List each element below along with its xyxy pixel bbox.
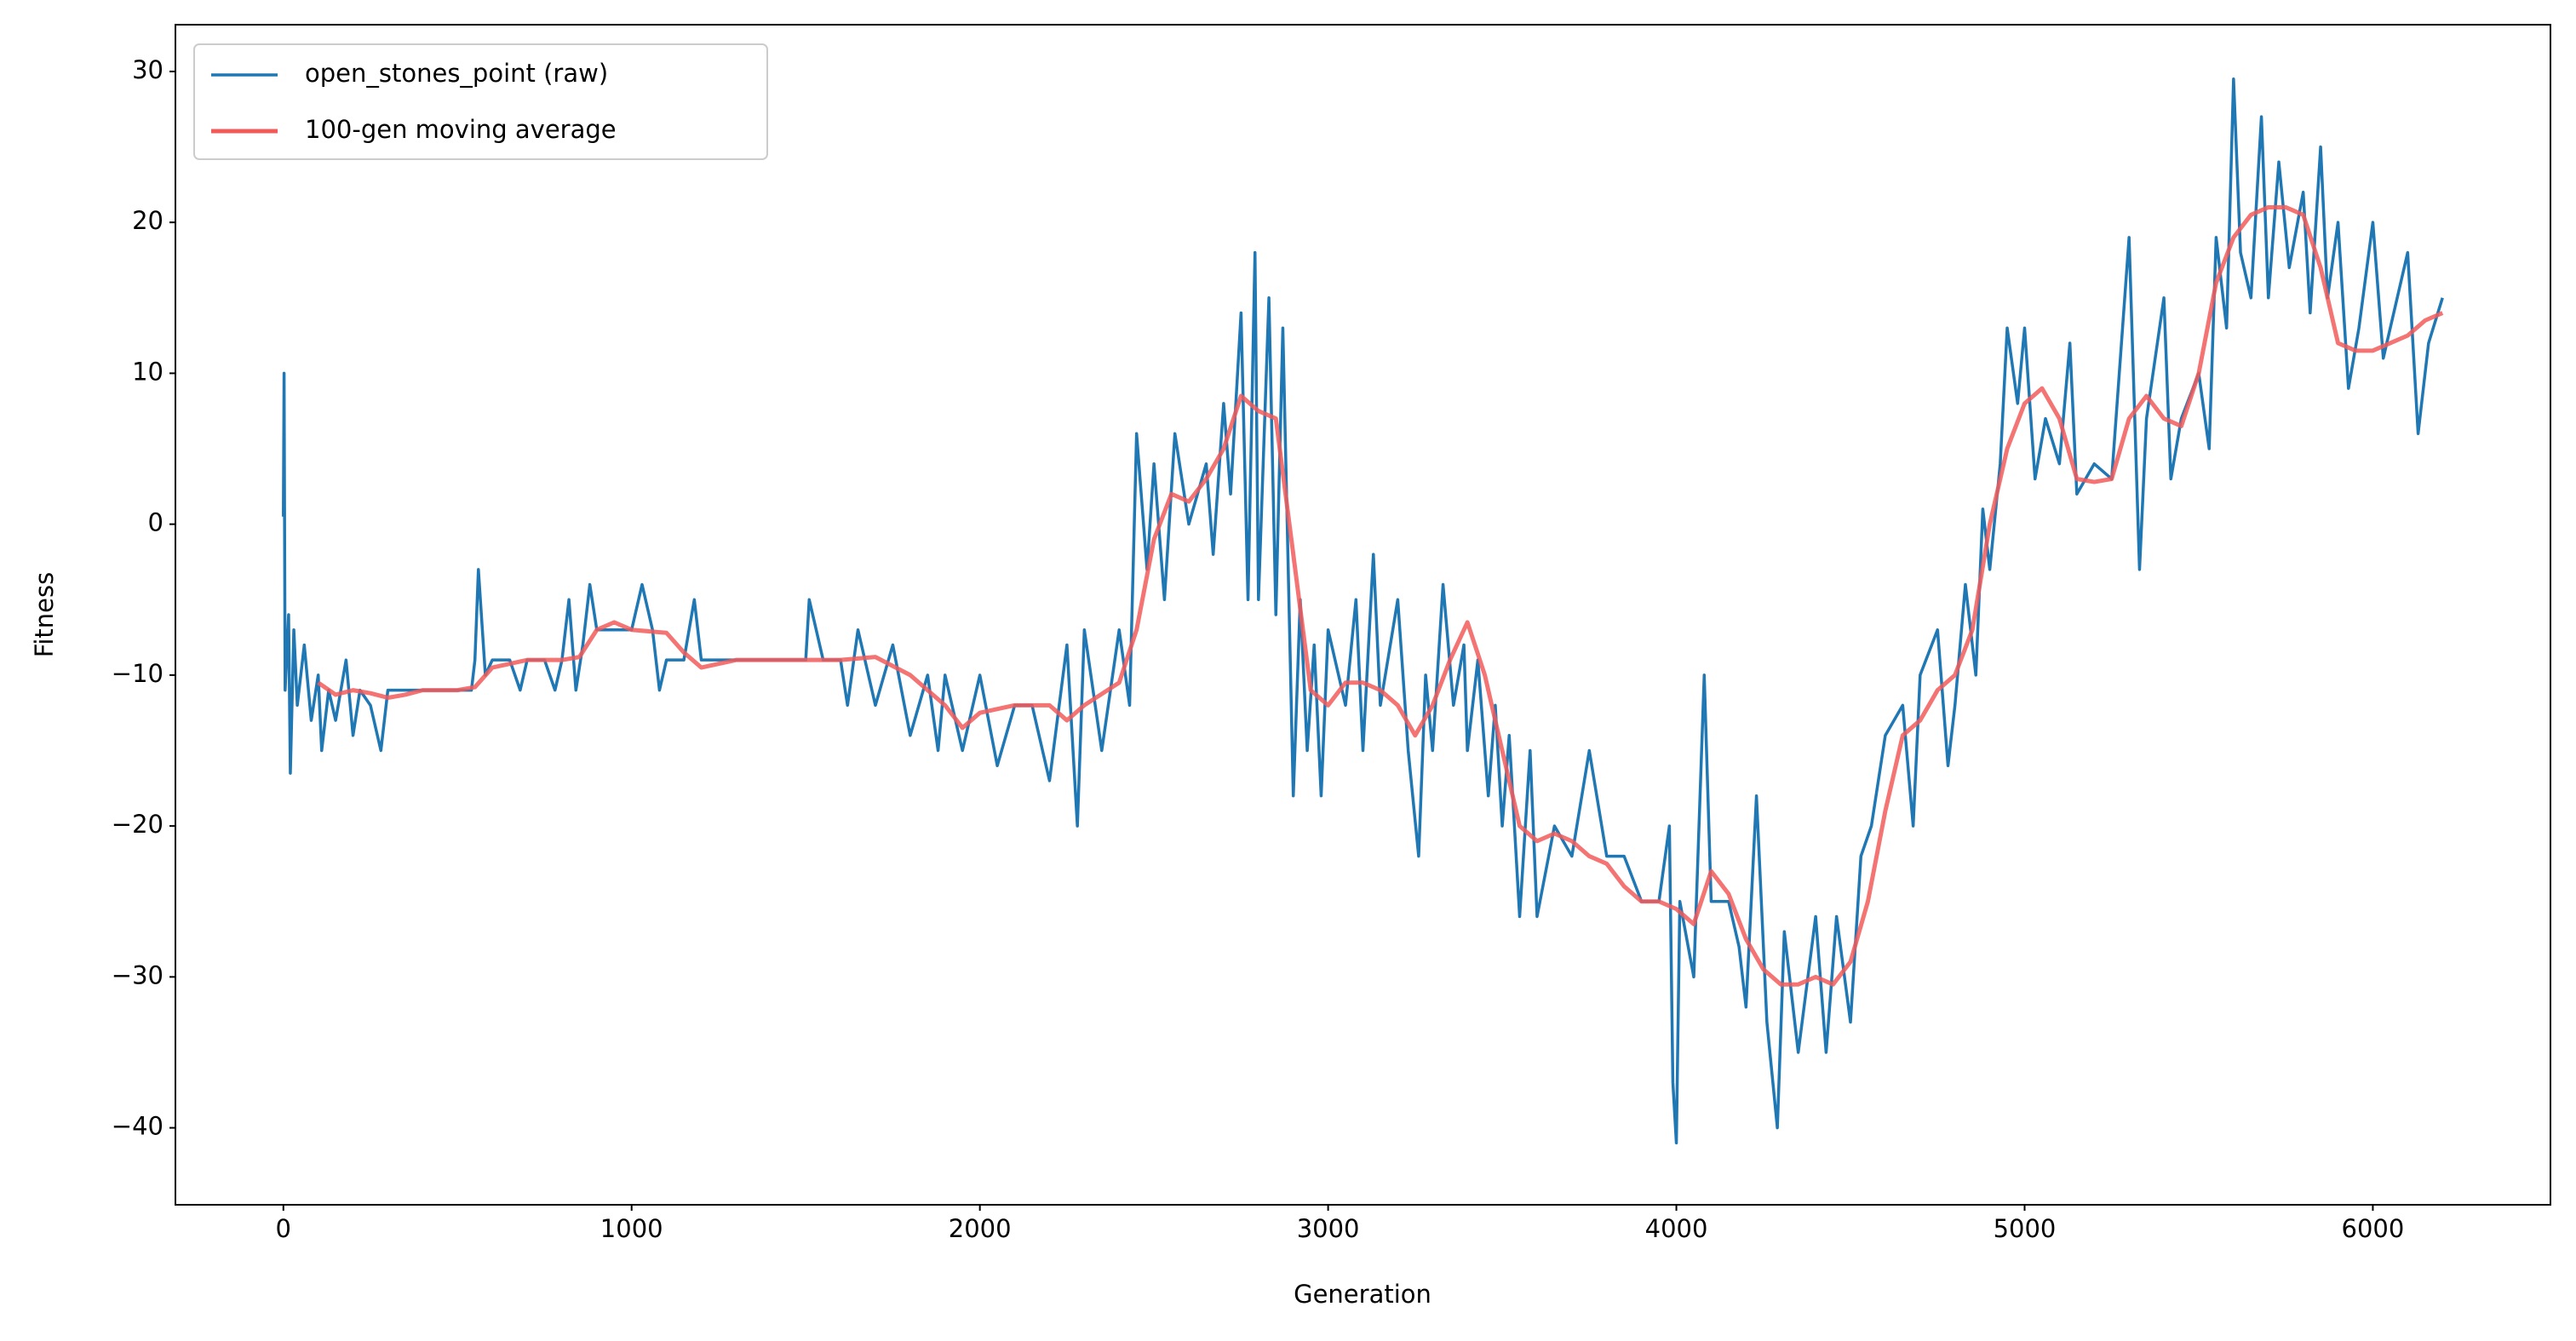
- legend-box: [193, 43, 768, 160]
- series-line: [317, 204, 2444, 987]
- y-axis-label: Fitness: [30, 572, 59, 657]
- y-tick-label: −10: [112, 659, 164, 688]
- y-tick-label: 10: [132, 357, 164, 386]
- y-tick-label: −40: [112, 1112, 164, 1141]
- x-tick-label: 1000: [600, 1214, 663, 1243]
- x-tick-label: 2000: [949, 1214, 1012, 1243]
- y-tick-label: 20: [132, 206, 164, 235]
- x-tick-label: 3000: [1297, 1214, 1360, 1243]
- legend-label: 100-gen moving average: [305, 115, 617, 144]
- y-tick-label: −30: [112, 960, 164, 989]
- legend-label: open_stones_point (raw): [305, 59, 608, 88]
- y-tick-label: 30: [132, 55, 164, 84]
- x-axis-label: Generation: [1294, 1280, 1431, 1309]
- series-line: [282, 77, 2444, 1145]
- plot-frame: [175, 24, 2551, 1206]
- x-tick-label: 4000: [1645, 1214, 1708, 1243]
- x-tick-label: 0: [276, 1214, 291, 1243]
- y-tick-label: 0: [148, 508, 164, 537]
- x-tick-label: 6000: [2342, 1214, 2405, 1243]
- x-tick-label: 5000: [1994, 1214, 2057, 1243]
- y-tick-label: −20: [112, 810, 164, 839]
